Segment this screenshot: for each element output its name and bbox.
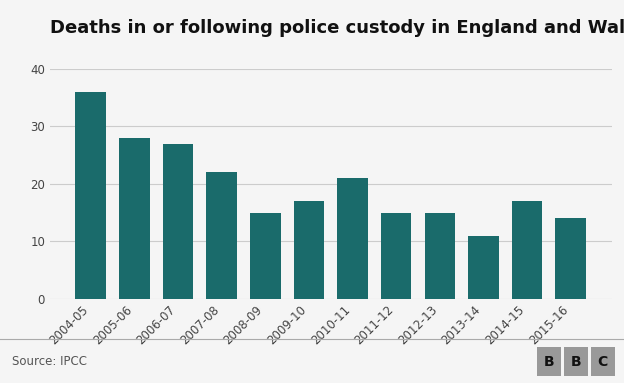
Bar (337, 178, 368, 299)
Bar (468, 236, 499, 299)
Bar (207, 172, 237, 299)
Bar (294, 201, 324, 299)
Text: B: B (544, 355, 555, 369)
Bar (119, 138, 150, 299)
Text: C: C (598, 355, 608, 369)
Bar (424, 213, 455, 299)
Bar (76, 92, 106, 299)
Bar (381, 213, 411, 299)
Bar (163, 144, 193, 299)
Text: Deaths in or following police custody in England and Wales: Deaths in or following police custody in… (50, 19, 624, 37)
Bar (555, 218, 586, 299)
Bar (512, 201, 542, 299)
Text: B: B (570, 355, 582, 369)
Bar (250, 213, 281, 299)
Text: Source: IPCC: Source: IPCC (12, 355, 87, 368)
